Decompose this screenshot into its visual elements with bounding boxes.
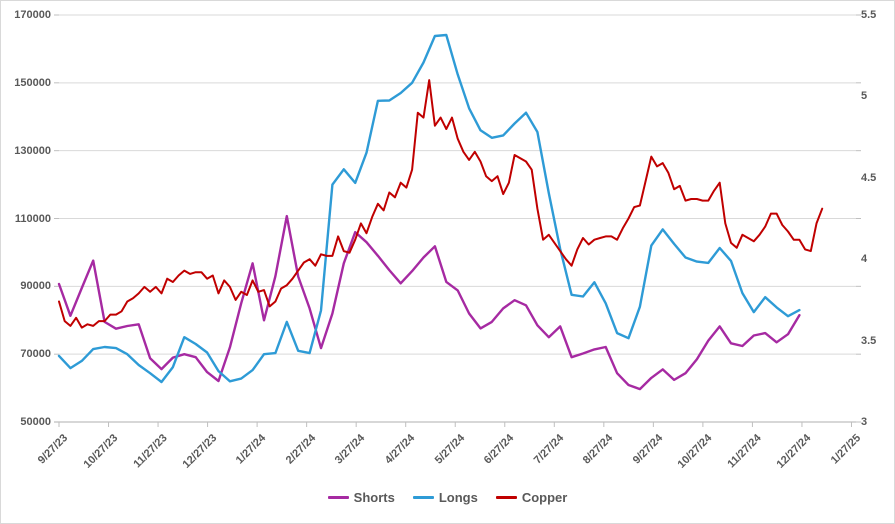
y-right-tick-label: 4 [861, 253, 868, 266]
y-left-tick-label: 110000 [14, 212, 51, 225]
y-left-tick-label: 70000 [20, 348, 51, 361]
legend-label-shorts: Shorts [353, 489, 395, 505]
shorts-line-swatch [327, 495, 349, 499]
legend-label-copper: Copper [521, 489, 568, 505]
y-right-tick-label: 3 [861, 416, 868, 428]
chart-legend: Shorts Longs Copper [1, 485, 894, 509]
y-right-tick-label: 5.5 [861, 9, 877, 21]
y-left-tick-label: 170000 [14, 9, 51, 21]
y-right-tick-label: 4.5 [861, 171, 877, 184]
y-right-tick-label: 5 [861, 90, 868, 103]
y-left-tick-label: 130000 [14, 144, 51, 157]
y-right-tick-label: 3.5 [861, 334, 877, 347]
longs-line [57, 33, 801, 384]
y-left-tick-label: 50000 [20, 416, 51, 428]
legend-item-copper: Copper [495, 489, 568, 505]
y-left-tick-label: 90000 [20, 280, 51, 293]
copper-line [58, 79, 824, 329]
y-left-tick-label: 150000 [14, 76, 51, 89]
legend-item-shorts: Shorts [327, 489, 395, 505]
legend-item-longs: Longs [412, 489, 478, 505]
longs-line-swatch [412, 495, 434, 499]
copper-line-swatch [495, 495, 517, 499]
shorts-line [57, 214, 801, 391]
legend-label-longs: Longs [438, 489, 478, 505]
